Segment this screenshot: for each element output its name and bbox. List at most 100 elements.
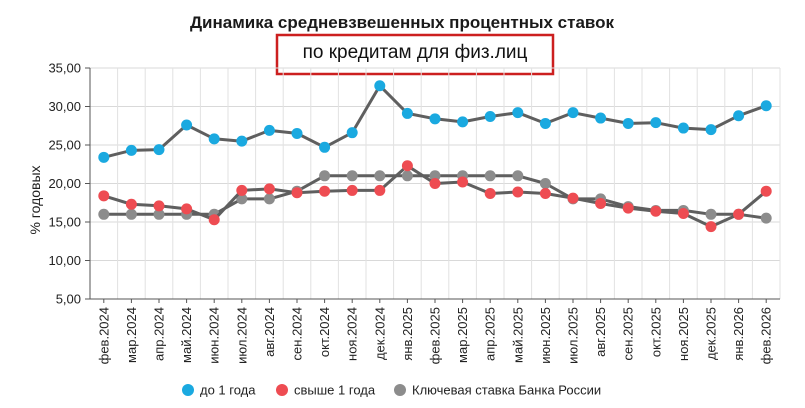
data-point — [733, 110, 745, 122]
x-tick-label: авг.2025 — [593, 307, 608, 357]
data-point — [760, 185, 772, 197]
data-point — [263, 183, 275, 195]
y-tick-label: 5,00 — [56, 292, 81, 307]
y-tick-label: 35,00 — [48, 61, 81, 76]
data-point — [208, 214, 220, 226]
data-point — [401, 170, 413, 182]
data-point — [512, 170, 524, 182]
data-point — [457, 116, 469, 128]
series-0 — [98, 80, 772, 163]
legend-marker — [182, 384, 194, 396]
data-point — [622, 202, 634, 214]
data-point — [346, 184, 358, 196]
data-point — [677, 208, 689, 220]
x-tick-label: янв.2025 — [400, 307, 415, 361]
x-tick-label: сен.2025 — [621, 307, 636, 360]
data-point — [539, 188, 551, 200]
x-tick-label: фев.2024 — [96, 307, 111, 364]
data-point — [650, 117, 662, 129]
data-point — [263, 124, 275, 136]
data-point — [457, 176, 469, 188]
x-tick-label: фев.2025 — [428, 307, 443, 364]
x-tick-label: апр.2024 — [152, 307, 167, 361]
axis-layer: 5,00 10,00 15,00 20,00 25,00 30,00 35,00 фев.20… — [48, 61, 780, 364]
data-point — [346, 170, 358, 182]
legend-label: свыше 1 года — [294, 383, 376, 398]
data-point — [125, 198, 137, 210]
x-tick-label: окт.2025 — [648, 307, 663, 357]
legend-label: до 1 года — [200, 383, 256, 398]
x-tick-label: авг.2024 — [262, 307, 277, 357]
data-point — [429, 170, 441, 182]
subtitle-frame — [275, 33, 555, 76]
series-layer — [98, 80, 772, 233]
x-tick-label: мар.2024 — [124, 307, 139, 363]
legend: до 1 года свыше 1 года Ключевая ставка Бан… — [182, 383, 601, 398]
x-tick-label: дек.2024 — [372, 307, 387, 360]
data-point — [319, 185, 331, 197]
data-point — [98, 208, 110, 220]
data-point — [125, 144, 137, 156]
x-tick-label: ноя.2025 — [676, 307, 691, 361]
data-point — [512, 186, 524, 198]
x-tick-label: май.2025 — [510, 307, 525, 363]
data-point — [125, 208, 137, 220]
data-point — [760, 212, 772, 224]
data-point — [374, 80, 386, 92]
data-point — [181, 203, 193, 215]
data-point — [153, 144, 165, 156]
data-point — [153, 208, 165, 220]
legend-label: Ключевая ставка Банка России — [412, 383, 601, 398]
grid-layer — [89, 67, 781, 300]
data-point — [374, 170, 386, 182]
data-point — [733, 208, 745, 220]
data-point — [705, 124, 717, 136]
data-point — [291, 187, 303, 199]
chart-title: Динамика средневзвешенных процентных ста… — [190, 13, 615, 32]
y-tick-label: 30,00 — [48, 99, 81, 114]
y-tick-label: 20,00 — [48, 176, 81, 191]
y-tick-label: 25,00 — [48, 138, 81, 153]
data-point — [705, 221, 717, 233]
x-tick-label: июл.2024 — [234, 307, 249, 364]
data-point — [484, 170, 496, 182]
x-tick-label: апр.2025 — [483, 307, 498, 361]
data-point — [539, 117, 551, 129]
x-tick-label: июл.2025 — [566, 307, 581, 364]
data-point — [236, 135, 248, 147]
y-tick-label: 10,00 — [48, 253, 81, 268]
data-point — [401, 107, 413, 119]
data-point — [346, 127, 358, 139]
data-point — [98, 151, 110, 163]
data-point — [650, 205, 662, 217]
legend-item-1: свыше 1 года — [276, 383, 376, 398]
data-point — [374, 184, 386, 196]
data-point — [429, 113, 441, 125]
data-point — [181, 119, 193, 131]
x-tick-label: июн.2024 — [207, 307, 222, 364]
legend-item-0: до 1 года — [182, 383, 256, 398]
series-1 — [98, 160, 772, 233]
data-point — [567, 192, 579, 204]
x-tick-label: май.2024 — [179, 307, 194, 363]
data-point — [319, 170, 331, 182]
data-point — [484, 188, 496, 200]
data-point — [291, 127, 303, 139]
data-point — [705, 208, 717, 220]
x-tick-label: июн.2025 — [538, 307, 553, 364]
x-tick-label: дек.2025 — [704, 307, 719, 360]
y-axis-label: % годовых — [27, 165, 43, 234]
data-point — [622, 117, 634, 129]
data-point — [208, 133, 220, 145]
legend-item-2: Ключевая ставка Банка России — [394, 383, 601, 398]
x-tick-label: фев.2026 — [759, 307, 774, 364]
data-point — [153, 200, 165, 212]
data-point — [760, 100, 772, 112]
data-point — [236, 184, 248, 196]
y-tick-label: 15,00 — [48, 215, 81, 230]
data-point — [401, 160, 413, 172]
x-tick-label: сен.2024 — [290, 307, 305, 360]
data-point — [484, 111, 496, 123]
